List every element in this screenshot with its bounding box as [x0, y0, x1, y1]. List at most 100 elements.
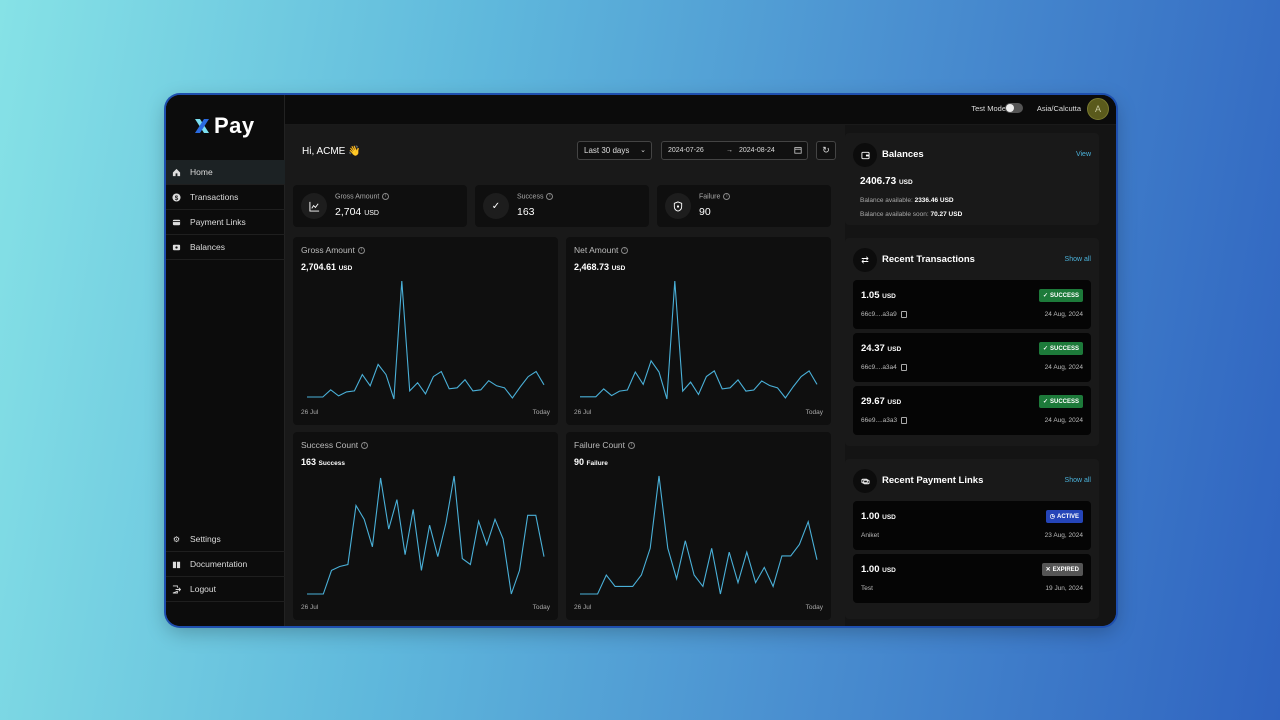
status-badge: ✓ SUCCESS: [1038, 395, 1083, 408]
wallet-icon: [172, 243, 181, 252]
chart-card-net-amount: Net Amount i 2,468.73 USD 26 Jul Today: [566, 237, 831, 425]
balances-view-link[interactable]: View: [1075, 151, 1091, 158]
close-icon: ✕: [1045, 567, 1051, 573]
transaction-row[interactable]: 24.37 USD ✓ SUCCESS 66c9....a3a4 24 Aug, …: [853, 333, 1091, 382]
copy-icon[interactable]: [900, 364, 907, 371]
logo-text: Pay: [214, 113, 255, 138]
trend-chart-icon: [301, 193, 327, 219]
stat-card-success: ✓ Success i 163: [475, 185, 649, 227]
transaction-date: 24 Aug, 2024: [1044, 364, 1083, 371]
line-chart: [307, 280, 545, 400]
series-line: [307, 280, 545, 400]
check-icon: ✓: [1042, 293, 1048, 299]
payment-links-show-all-link[interactable]: Show all: [1064, 477, 1091, 484]
sidebar-item-logout[interactable]: Logout: [166, 577, 285, 602]
transaction-row[interactable]: 29.67 USD ✓ SUCCESS 66e9....a3a3 24 Aug, …: [853, 386, 1091, 435]
date-range-select[interactable]: Last 30 days ⌄: [577, 141, 652, 160]
check-icon: ✓: [1042, 399, 1048, 405]
x-axis-start-label: 26 Jul: [301, 409, 319, 416]
transaction-id: 66e9....a3a3: [861, 417, 908, 424]
payment-link-date: 19 Jun, 2024: [1045, 585, 1083, 592]
payment-link-amount: 1.00 USD: [861, 511, 896, 522]
sidebar-item-settings[interactable]: ⚙ Settings: [166, 527, 285, 552]
stat-value: 163: [517, 206, 535, 218]
copy-icon[interactable]: [901, 417, 908, 424]
double-check-icon: ✓: [483, 193, 509, 219]
shield-icon: [665, 193, 691, 219]
sidebar-item-balances[interactable]: Balances: [166, 235, 285, 260]
avatar[interactable]: A: [1087, 98, 1109, 120]
right-panel: Balances View 2406.73 USD Balance availa…: [845, 125, 1116, 626]
test-mode-toggle[interactable]: [1005, 103, 1023, 113]
sidebar-item-label: Documentation: [190, 559, 248, 569]
transaction-id: 66c9....a3a9: [861, 311, 907, 318]
main-content: Hi, ACME 👋 Last 30 days ⌄ 2024-07-26 → 2…: [285, 125, 845, 626]
chart-title: Failure Count i: [574, 440, 636, 450]
payment-link-row[interactable]: 1.00 USD ◷ ACTIVE Aniket 23 Aug, 2024: [853, 501, 1091, 550]
sidebar-item-transactions[interactable]: $ Transactions: [166, 185, 285, 210]
stat-card-gross-amount: Gross Amount i 2,704 USD: [293, 185, 467, 227]
status-badge: ✓ SUCCESS: [1038, 342, 1083, 355]
date-arrow-icon: →: [726, 147, 733, 154]
series-line: [580, 280, 818, 400]
balances-panel: Balances View 2406.73 USD Balance availa…: [845, 133, 1099, 225]
x-axis-start-label: 26 Jul: [301, 604, 319, 611]
page-greeting: Hi, ACME 👋: [302, 146, 361, 157]
recent-payment-links-panel: Recent Payment Links Show all 1.00 USD ◷…: [845, 459, 1099, 619]
logout-icon: [172, 584, 181, 594]
refresh-button[interactable]: ↻: [816, 141, 836, 160]
stat-label: Gross Amount i: [335, 193, 390, 200]
info-icon: i: [628, 442, 636, 450]
top-bar: Test Mode Asia/Calcutta A: [285, 95, 1116, 125]
transaction-amount: 29.67 USD: [861, 396, 902, 407]
series-line: [580, 475, 818, 595]
transaction-amount: 1.05 USD: [861, 290, 896, 301]
refresh-icon: ↻: [822, 145, 830, 155]
book-icon: [172, 560, 181, 569]
payment-link-row[interactable]: 1.00 USD ✕ EXPIRED Test 19 Jun, 2024: [853, 554, 1091, 603]
x-axis-end-label: Today: [532, 409, 550, 416]
transaction-row[interactable]: 1.05 USD ✓ SUCCESS 66c9....a3a9 24 Aug, 2…: [853, 280, 1091, 329]
stat-value: 90: [699, 206, 711, 218]
sidebar-item-label: Transactions: [190, 192, 239, 202]
x-axis-start-label: 26 Jul: [574, 409, 592, 416]
sidebar-item-documentation[interactable]: Documentation: [166, 552, 285, 577]
balance-available: Balance available: 2336.46 USD: [860, 197, 954, 204]
x-axis-end-label: Today: [805, 604, 823, 611]
sidebar-nav: Home $ Transactions Payment Links Balanc…: [166, 160, 285, 260]
chart-value: 2,704.61 USD: [301, 262, 353, 272]
wallet-icon: [853, 143, 877, 167]
sidebar-item-label: Payment Links: [190, 217, 246, 227]
logo-mark-icon: [195, 119, 209, 133]
status-badge: ✕ EXPIRED: [1041, 563, 1083, 576]
chart-card-success-count: Success Count i 163 Success 26 Jul Today: [293, 432, 558, 620]
x-axis-end-label: Today: [532, 604, 550, 611]
sidebar-item-payment-links[interactable]: Payment Links: [166, 210, 285, 235]
stat-value: 2,704 USD: [335, 206, 379, 218]
x-axis-end-label: Today: [805, 409, 823, 416]
gear-icon: ⚙: [172, 534, 181, 544]
swap-arrows-icon: ⇄: [853, 248, 877, 272]
date-to: 2024-08-24: [739, 147, 775, 154]
stat-card-failure: Failure i 90: [657, 185, 831, 227]
info-icon: i: [357, 247, 365, 255]
balance-available-soon: Balance available soon: 70.27 USD: [860, 211, 963, 218]
transaction-date: 24 Aug, 2024: [1044, 311, 1083, 318]
info-icon: i: [546, 193, 554, 200]
panel-title: Recent Transactions: [882, 254, 975, 265]
svg-text:$: $: [175, 194, 179, 201]
payment-link-amount: 1.00 USD: [861, 564, 896, 575]
dollar-icon: $: [172, 192, 181, 202]
copy-icon[interactable]: [900, 311, 907, 318]
x-axis-start-label: 26 Jul: [574, 604, 592, 611]
payment-link-icon: [853, 469, 877, 493]
date-range-picker[interactable]: 2024-07-26 → 2024-08-24: [661, 141, 808, 160]
transactions-show-all-link[interactable]: Show all: [1064, 256, 1091, 263]
info-icon: i: [723, 193, 731, 200]
balance-amount: 2406.73 USD: [860, 176, 913, 187]
link-icon: [172, 218, 181, 227]
info-icon: i: [621, 247, 629, 255]
payment-link-date: 23 Aug, 2024: [1044, 532, 1083, 539]
chart-title: Gross Amount i: [301, 245, 365, 255]
sidebar-item-home[interactable]: Home: [166, 160, 285, 185]
